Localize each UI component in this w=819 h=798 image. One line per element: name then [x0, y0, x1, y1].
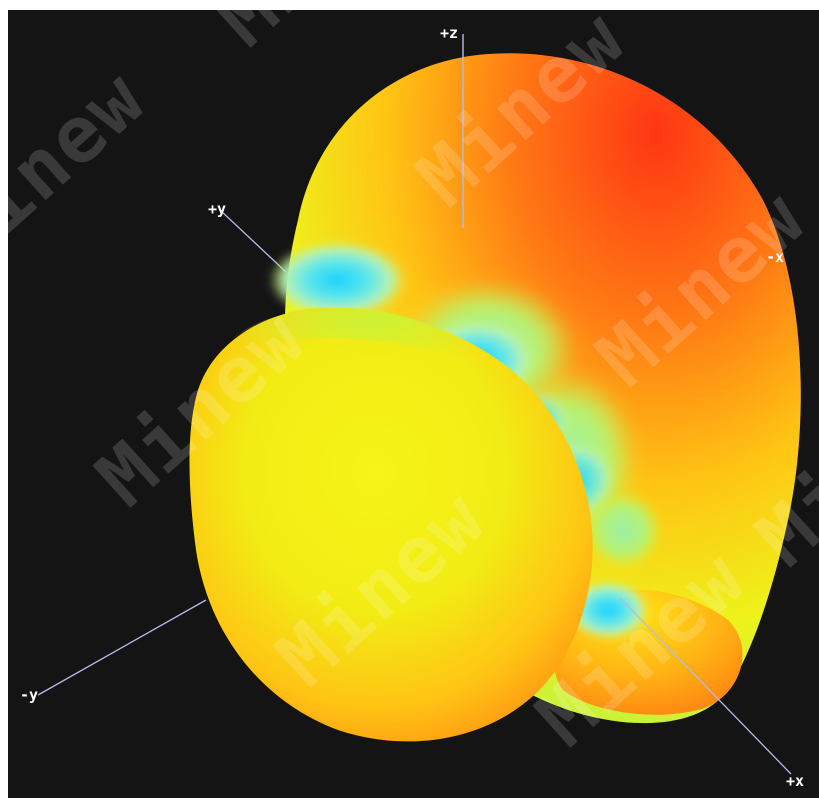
front-lobe — [189, 307, 593, 742]
axis-label-x-right: -x — [766, 248, 784, 266]
y-axis-line-lower — [37, 599, 207, 696]
x-axis-line-lower — [619, 597, 792, 775]
3d-radiation-pattern: +z +y -x -y +x Minew Minew Minew Minew M… — [8, 10, 819, 790]
radiation-pattern-viewport: +z +y -x -y +x Minew Minew Minew Minew M… — [8, 10, 819, 798]
axis-label-x-lower: +x — [786, 772, 804, 790]
svg-text:Minew: Minew — [200, 10, 442, 64]
svg-text:Minew: Minew — [8, 53, 163, 284]
axis-label-y-upper: +y — [208, 200, 226, 218]
axis-label-y-lower: -y — [20, 686, 38, 704]
axis-label-z: +z — [440, 24, 458, 42]
y-axis-line-upper — [219, 209, 287, 273]
